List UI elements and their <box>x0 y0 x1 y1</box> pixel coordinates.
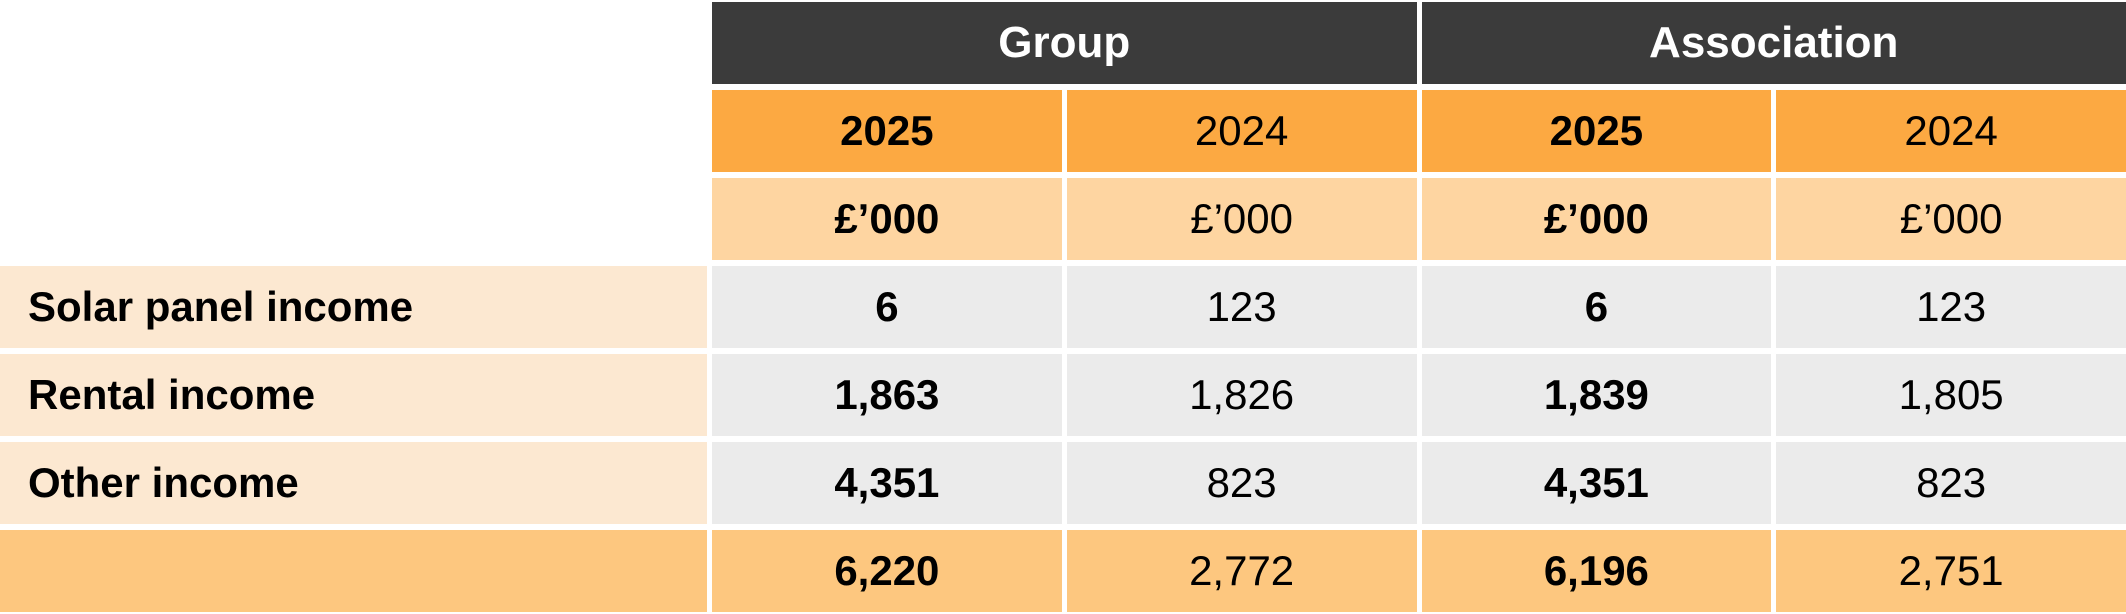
solar-association-2024: 123 <box>1776 266 2126 348</box>
association-units-2024: £’000 <box>1776 178 2126 260</box>
row-label-other-income: Other income <box>0 442 707 524</box>
association-header: Association <box>1421 2 2126 84</box>
other-group-2025: 4,351 <box>712 442 1062 524</box>
other-group-2024: 823 <box>1066 442 1417 524</box>
units-row-spacer <box>0 178 707 260</box>
row-label-solar-panel-income: Solar panel income <box>0 266 707 348</box>
association-units-2025: £’000 <box>1421 178 1772 260</box>
group-year-2024: 2024 <box>1066 90 1417 172</box>
year-row-spacer <box>0 90 707 172</box>
total-group-2025: 6,220 <box>712 530 1062 612</box>
total-association-2024: 2,751 <box>1776 530 2126 612</box>
total-association-2025: 6,196 <box>1421 530 1772 612</box>
rental-association-2024: 1,805 <box>1776 354 2126 436</box>
rental-association-2025: 1,839 <box>1421 354 1772 436</box>
total-group-2024: 2,772 <box>1066 530 1417 612</box>
corner-spacer <box>0 2 707 84</box>
group-year-2025: 2025 <box>712 90 1062 172</box>
other-association-2024: 823 <box>1776 442 2126 524</box>
total-row-label <box>0 530 707 612</box>
solar-group-2024: 123 <box>1066 266 1417 348</box>
group-header: Group <box>712 2 1417 84</box>
association-year-2024: 2024 <box>1776 90 2126 172</box>
solar-group-2025: 6 <box>712 266 1062 348</box>
association-year-2025: 2025 <box>1421 90 1772 172</box>
other-association-2025: 4,351 <box>1421 442 1772 524</box>
group-units-2025: £’000 <box>712 178 1062 260</box>
rental-group-2024: 1,826 <box>1066 354 1417 436</box>
group-units-2024: £’000 <box>1066 178 1417 260</box>
row-label-rental-income: Rental income <box>0 354 707 436</box>
rental-group-2025: 1,863 <box>712 354 1062 436</box>
solar-association-2025: 6 <box>1421 266 1772 348</box>
